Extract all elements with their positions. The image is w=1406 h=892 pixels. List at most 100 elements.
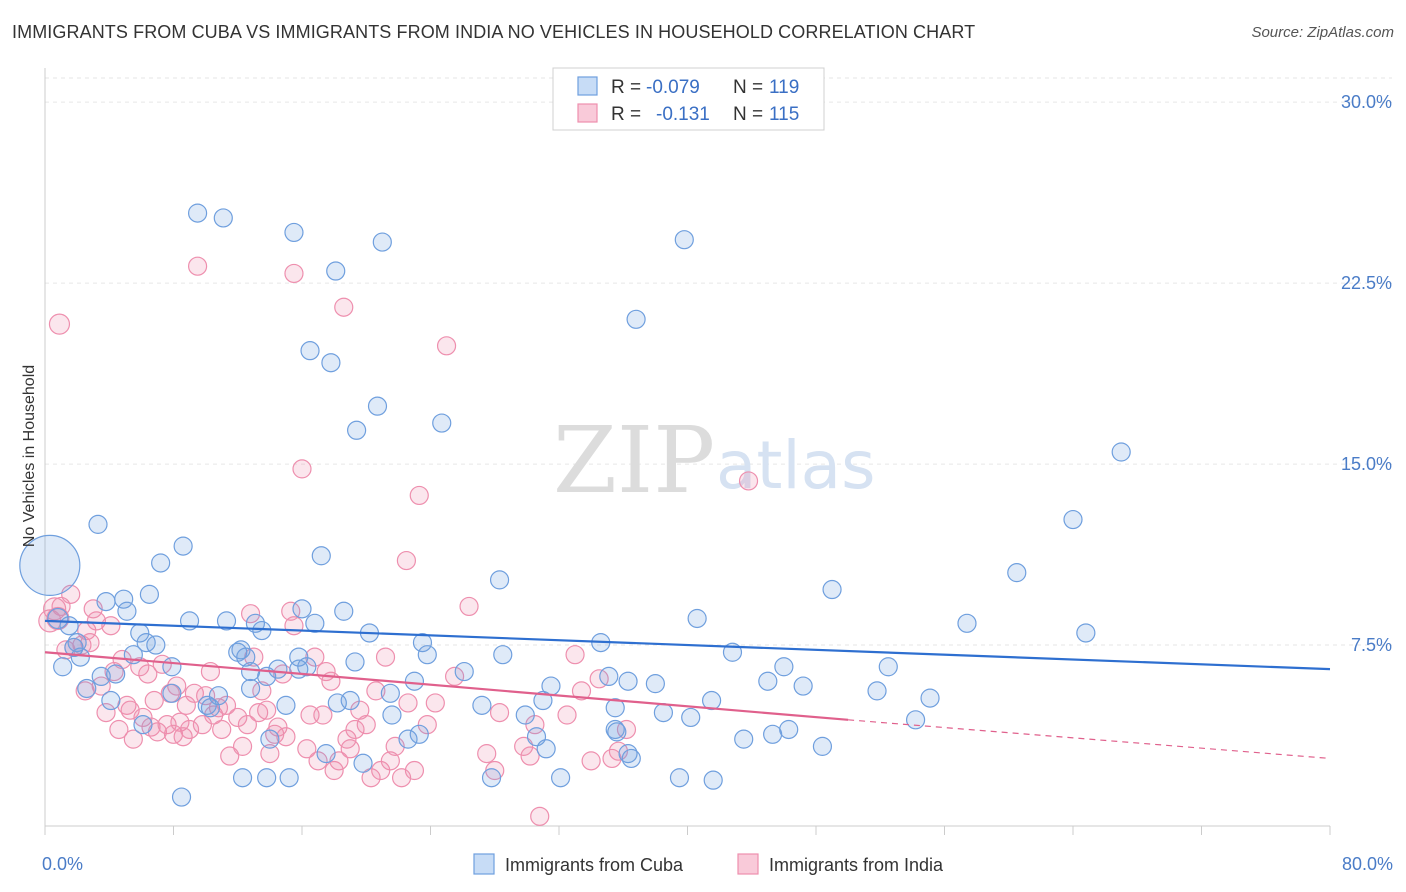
cuba-point xyxy=(382,705,402,725)
india-point xyxy=(738,471,759,491)
y-tick-label: 22.5% xyxy=(1341,273,1392,293)
cuba-point xyxy=(292,599,312,619)
india-point xyxy=(340,739,360,759)
cuba-point xyxy=(70,647,90,667)
india-point xyxy=(334,297,354,317)
india-point xyxy=(144,690,164,711)
cuba-point xyxy=(1076,623,1096,643)
cuba-point xyxy=(268,659,288,679)
india-point xyxy=(345,719,365,740)
cuba-point xyxy=(867,681,887,701)
india-point xyxy=(514,736,534,756)
stats-legend-n-value-cuba: 119 xyxy=(769,77,799,98)
cuba-point xyxy=(326,261,346,281)
cuba-point xyxy=(216,611,237,631)
cuba-point xyxy=(284,222,304,243)
stats-legend-r-value-cuba: -0.079 xyxy=(646,77,700,98)
india-point xyxy=(477,744,497,764)
cuba-point xyxy=(53,657,73,677)
india-point xyxy=(525,715,545,735)
india-point xyxy=(284,263,304,284)
cuba-point xyxy=(793,676,813,696)
cuba-point xyxy=(822,579,842,600)
cuba-point xyxy=(19,534,81,597)
cuba-point xyxy=(417,645,437,665)
india-point xyxy=(48,313,71,335)
cuba-point xyxy=(260,729,280,749)
cuba-point xyxy=(626,309,646,329)
bottom-legend: Immigrants from Cuba Immigrants from Ind… xyxy=(473,853,944,875)
cuba-point xyxy=(605,698,625,718)
india-trend-extension xyxy=(848,719,1331,760)
cuba-point xyxy=(536,739,556,759)
cuba-point xyxy=(162,657,182,677)
watermark-atlas: atlas xyxy=(716,427,876,504)
india-point xyxy=(313,705,333,725)
cuba-point xyxy=(345,652,365,672)
cuba-point xyxy=(645,674,665,694)
x-tick-label: 80.0% xyxy=(1342,854,1393,874)
india-point xyxy=(292,459,312,479)
cuba-point xyxy=(905,710,926,730)
india-point xyxy=(436,336,457,356)
cuba-point xyxy=(533,690,553,711)
india-point xyxy=(101,616,121,636)
india-point xyxy=(249,702,269,723)
cuba-point xyxy=(334,601,354,621)
india-point xyxy=(237,715,257,735)
cuba-point xyxy=(605,719,625,740)
india-point xyxy=(260,744,280,764)
india-point xyxy=(138,664,158,684)
india-point xyxy=(417,715,437,735)
stats-legend-swatch-india xyxy=(577,103,598,123)
india-points xyxy=(38,256,759,826)
cuba-point xyxy=(241,661,261,682)
chart-title: IMMIGRANTS FROM CUBA VS IMMIGRANTS FROM … xyxy=(12,22,976,42)
stats-legend-n-value-india: 115 xyxy=(769,104,799,125)
cuba-point xyxy=(59,616,79,636)
cuba-point xyxy=(653,702,674,723)
axes xyxy=(44,68,1331,835)
cuba-point xyxy=(252,620,272,641)
cuba-point xyxy=(409,724,429,744)
cuba-point xyxy=(187,203,208,223)
cuba-point xyxy=(404,671,425,691)
cuba-point xyxy=(151,553,171,573)
x-tick-label: 0.0% xyxy=(42,854,83,874)
cuba-point xyxy=(758,671,778,691)
cuba-trend-line xyxy=(44,619,1331,671)
y-tick-label: 15.0% xyxy=(1341,454,1392,474)
y-axis-label: No Vehicles in Household xyxy=(21,365,38,547)
cuba-point xyxy=(551,768,571,788)
cuba-point xyxy=(734,729,754,749)
cuba-point xyxy=(311,546,331,566)
india-point xyxy=(220,746,240,766)
india-point xyxy=(404,760,425,781)
cuba-point xyxy=(232,768,253,788)
india-point xyxy=(170,712,190,732)
india-point xyxy=(459,596,479,617)
cuba-point xyxy=(472,695,492,715)
cuba-point xyxy=(779,719,799,740)
india-point xyxy=(444,666,465,687)
stats-legend-r-value-india: -0.131 xyxy=(656,104,710,125)
cuba-point xyxy=(77,678,97,699)
y-tick-label: 30.0% xyxy=(1341,92,1392,112)
cuba-point xyxy=(173,536,193,556)
india-point xyxy=(425,693,445,713)
india-point xyxy=(520,746,540,766)
cuba-point xyxy=(774,657,794,677)
india-point xyxy=(366,681,386,701)
cuba-point xyxy=(236,647,256,667)
cuba-point xyxy=(47,607,69,630)
cuba-point xyxy=(305,613,325,633)
cuba-point xyxy=(1111,442,1131,462)
cuba-point xyxy=(96,591,116,612)
cuba-point xyxy=(763,724,783,744)
cuba-point xyxy=(669,768,690,788)
cuba-point xyxy=(412,633,433,653)
tick-labels: 7.5% 15.0% 22.5% 30.0% 0.0% 80.0% xyxy=(42,92,1393,874)
india-point xyxy=(184,683,204,703)
cuba-point xyxy=(432,413,452,433)
cuba-point xyxy=(878,657,898,677)
